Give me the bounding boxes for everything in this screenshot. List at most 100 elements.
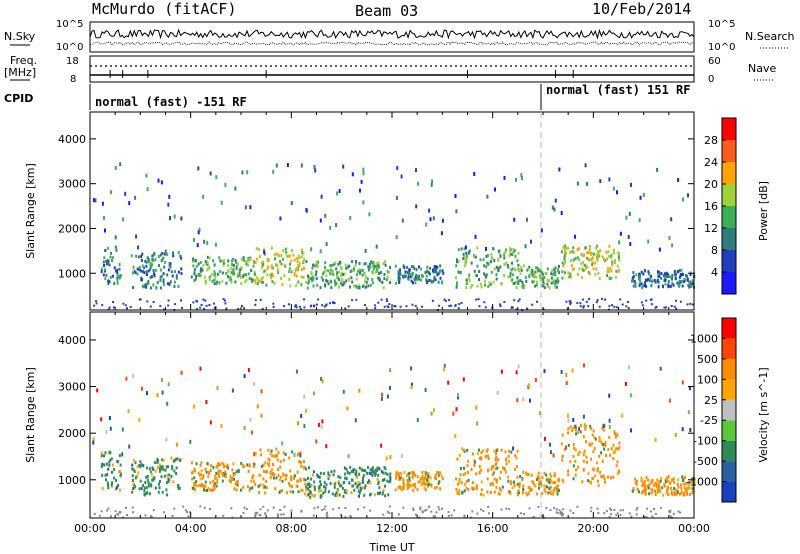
scatter-cell (193, 404, 196, 409)
scatter-cell (474, 234, 477, 239)
scatter-cell (590, 427, 593, 431)
scatter-cell (519, 272, 522, 276)
scatter-cell (244, 205, 247, 210)
scatter-cell (681, 475, 684, 479)
scatter-cell (489, 491, 492, 494)
scatter-cell (109, 458, 112, 462)
scatter-cell (281, 479, 284, 483)
scatter-cell (284, 453, 287, 456)
scatter-cell (574, 257, 577, 261)
scatter-cell (313, 507, 316, 510)
scatter-cell (132, 374, 135, 378)
scatter-cell (543, 436, 546, 441)
scatter-cell (103, 256, 106, 260)
scatter-cell (170, 475, 173, 479)
scatter-cell (369, 265, 372, 269)
scatter-cell (203, 239, 206, 244)
scatter-cell (357, 484, 360, 488)
scatter-cell (576, 302, 579, 305)
scatter-cell (491, 256, 494, 260)
scatter-cell (438, 486, 441, 490)
scatter-cell (299, 305, 302, 308)
scatter-cell (347, 277, 350, 281)
scatter-cell (349, 516, 352, 518)
scatter-cell (594, 273, 597, 277)
scatter-cell (447, 511, 450, 513)
scatter-cell (557, 512, 560, 515)
scatter-cell (208, 277, 211, 281)
scatter-cell (424, 482, 427, 485)
scatter-cell (465, 251, 468, 255)
scatter-cell (284, 477, 287, 481)
scatter-cell (679, 300, 682, 303)
scatter-cell (264, 461, 267, 465)
scatter-cell (687, 193, 689, 198)
scatter-cell (601, 459, 604, 463)
scatter-cell (625, 215, 628, 220)
scatter-cell (302, 252, 305, 256)
scatter-cell (499, 303, 502, 306)
scatter-cell (487, 512, 490, 515)
scatter-cell (214, 242, 217, 247)
scatter-cell (169, 280, 172, 284)
scatter-cell (143, 486, 146, 490)
y-tick-label: 2000 (58, 222, 86, 235)
scatter-cell (558, 489, 560, 493)
freq-panel (89, 55, 695, 83)
scatter-cell (622, 509, 625, 512)
scatter-cell (227, 264, 229, 268)
scatter-cell (194, 258, 197, 262)
scatter-cell (552, 268, 555, 272)
scatter-cell (132, 271, 135, 275)
scatter-cell (583, 263, 586, 267)
scatter-cell (567, 443, 570, 447)
scatter-cell (156, 393, 159, 398)
scatter-cell (596, 253, 599, 257)
scatter-cell (195, 480, 198, 484)
scatter-cell (447, 380, 450, 385)
scatter-cell (105, 430, 108, 434)
scatter-cell (95, 302, 98, 305)
scatter-cell (284, 247, 287, 251)
scatter-cell (572, 464, 575, 468)
scatter-cell (111, 481, 114, 485)
scatter-cell (369, 468, 372, 472)
scatter-cell (539, 268, 542, 272)
scatter-cell (346, 406, 349, 411)
scatter-cell (242, 256, 245, 260)
scatter-cell (426, 483, 429, 487)
scatter-cell (429, 279, 432, 283)
scatter-cell (540, 278, 543, 282)
scatter-cell (344, 476, 347, 480)
scatter-cell (192, 301, 195, 304)
scatter-cell (454, 304, 457, 307)
scatter-cell (289, 262, 291, 266)
scatter-cell (348, 264, 351, 268)
scatter-cell (114, 245, 117, 249)
scatter-cell (551, 205, 554, 210)
scatter-cell (400, 174, 403, 179)
scatter-cell (442, 271, 445, 275)
scatter-cell (613, 248, 615, 252)
scatter-cell (322, 491, 325, 495)
scatter-cell (388, 303, 391, 306)
scatter-cell (252, 479, 255, 483)
scatter-cell (270, 273, 273, 277)
scatter-cell (204, 279, 207, 283)
scatter-cell (313, 305, 315, 308)
scatter-cell (648, 483, 651, 487)
scatter-cell (424, 476, 426, 480)
scatter-cell (403, 470, 406, 474)
scatter-cell (232, 472, 235, 476)
scatter-cell (369, 481, 372, 485)
scatter-cell (609, 507, 611, 510)
scatter-cell (336, 275, 338, 279)
scatter-cell (578, 267, 581, 271)
scatter-cell (297, 490, 300, 494)
scatter-cell (232, 257, 235, 261)
scatter-cell (101, 487, 104, 490)
scatter-cell (313, 480, 316, 484)
scatter-cell (440, 231, 443, 236)
scatter-cell (246, 259, 249, 263)
scatter-cell (173, 469, 176, 473)
